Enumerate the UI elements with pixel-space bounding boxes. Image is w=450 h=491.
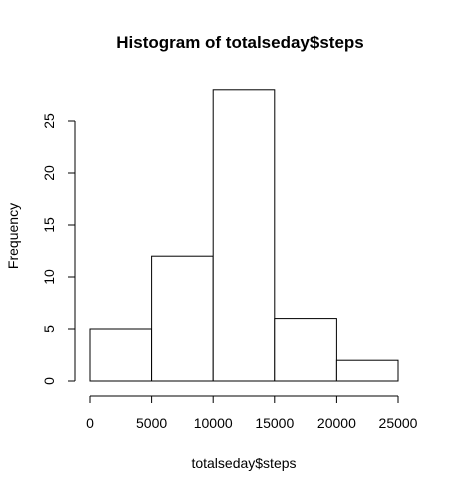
y-tick-label: 15	[41, 217, 57, 233]
histogram-bar-2	[151, 255, 214, 382]
x-tick-label: 15000	[255, 415, 294, 431]
histogram-bar-3	[212, 89, 276, 382]
histogram-bar-4	[274, 318, 337, 382]
x-tick-label: 5000	[136, 415, 167, 431]
histogram-bars	[89, 89, 399, 382]
x-axis: 0 5000 10000 15000 20000 25000	[86, 395, 418, 431]
x-axis-label: totalseday$steps	[191, 455, 296, 471]
y-tick-label: 0	[41, 377, 57, 385]
chart-title: Histogram of totalseday$steps	[116, 33, 364, 52]
y-tick-label: 5	[41, 325, 57, 333]
y-axis-label: Frequency	[5, 203, 21, 269]
y-tick-label: 25	[41, 113, 57, 129]
y-tick-label: 10	[41, 269, 57, 285]
histogram-bar-1	[89, 328, 153, 382]
x-tick-label: 25000	[379, 415, 418, 431]
x-tick-label: 20000	[317, 415, 356, 431]
y-tick-label: 20	[41, 165, 57, 181]
x-tick-label: 0	[86, 415, 94, 431]
y-axis: 0 5 10 15 20 25	[41, 113, 76, 385]
histogram-bar-5	[335, 359, 399, 382]
x-tick-label: 10000	[194, 415, 233, 431]
